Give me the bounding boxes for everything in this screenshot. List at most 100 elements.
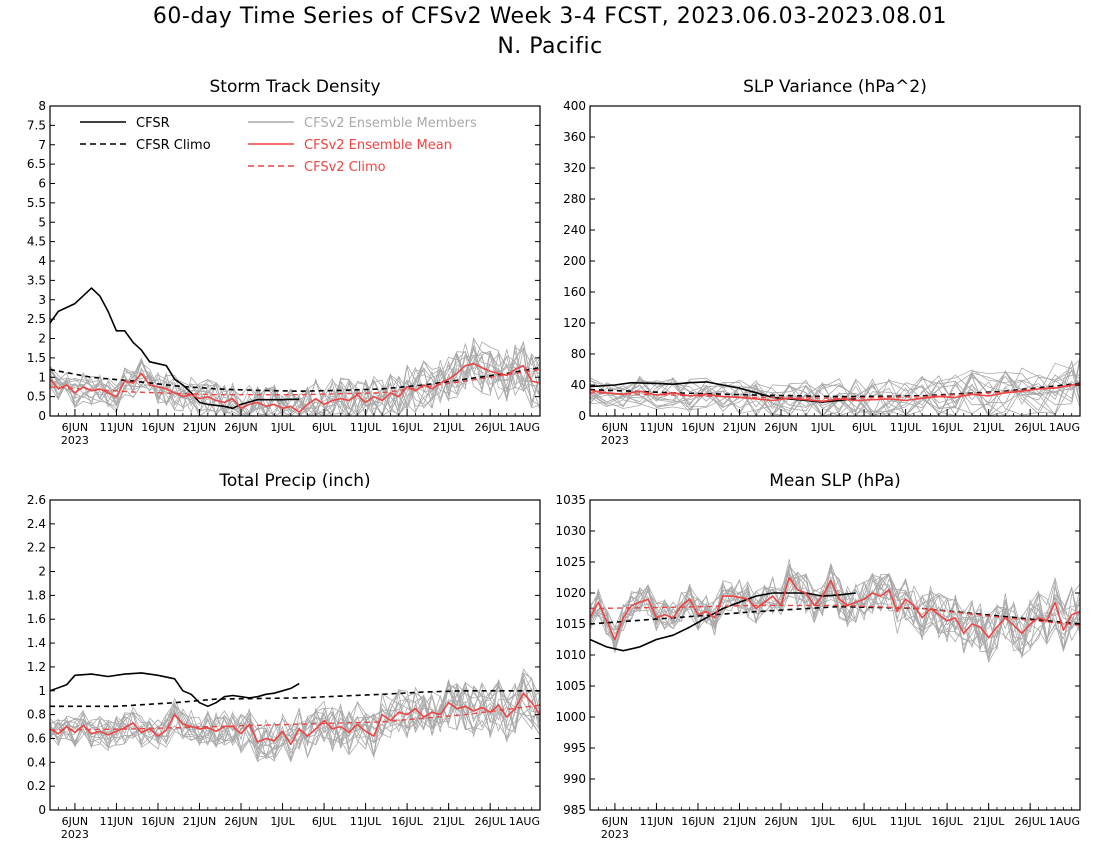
y-tick-label: 1025 [555, 555, 586, 569]
x-tick-label: 1JUL [270, 815, 295, 828]
x-tick-label: 6JUN [602, 815, 629, 828]
y-tick-label: 0.8 [27, 708, 46, 722]
x-tick-label: 1AUG [1049, 421, 1080, 434]
series-line-cfsv2-ensemble-mean [50, 692, 540, 746]
y-tick-label: 1 [38, 370, 46, 384]
ensemble-member-line [590, 360, 1080, 416]
figure-title: 60-day Time Series of CFSv2 Week 3-4 FCS… [152, 4, 948, 29]
ensemble-member-line [590, 574, 1080, 661]
y-tick-label: 1.8 [27, 588, 46, 602]
plot-area [590, 356, 1080, 416]
legend-label-cfsv2-ensemble-members: CFSv2 Ensemble Members [304, 116, 477, 131]
y-tick-label: 200 [563, 254, 586, 268]
series-line-cfsr [50, 672, 300, 708]
x-year-label: 2023 [601, 434, 629, 447]
x-tick-label: 16JUN [681, 815, 715, 828]
y-tick-label: 5 [38, 215, 46, 229]
y-tick-label: 1.5 [27, 351, 46, 365]
y-tick-label: 80 [571, 347, 586, 361]
y-tick-label: 320 [563, 161, 586, 175]
y-tick-label: 7.5 [27, 118, 46, 132]
x-tick-label: 1JUL [810, 421, 835, 434]
x-tick-label: 16JUN [681, 421, 715, 434]
x-tick-label: 16JUL [931, 421, 963, 434]
series-line-cfsr-climo [50, 690, 540, 708]
y-tick-label: 2.6 [27, 493, 46, 507]
y-tick-label: 990 [563, 772, 586, 786]
y-tick-label: 0.4 [27, 755, 46, 769]
y-tick-label: 1.6 [27, 612, 46, 626]
y-tick-label: 360 [563, 130, 586, 144]
x-year-label: 2023 [601, 828, 629, 841]
x-tick-label: 1AUG [509, 421, 540, 434]
y-tick-label: 1010 [555, 648, 586, 662]
y-tick-label: 6 [38, 177, 46, 191]
y-tick-label: 2.2 [27, 541, 46, 555]
x-tick-label: 1JUL [810, 815, 835, 828]
plot-area [50, 287, 540, 416]
y-tick-label: 2.4 [27, 517, 46, 531]
y-tick-label: 3.5 [27, 273, 46, 287]
ensemble-member-line [50, 353, 540, 416]
x-tick-label: 6JUN [602, 421, 629, 434]
ensemble-member-line [50, 687, 540, 759]
x-tick-label: 1JUL [270, 421, 295, 434]
x-tick-label: 21JUL [433, 421, 465, 434]
x-year-label: 2023 [61, 434, 89, 447]
x-tick-label: 11JUL [350, 815, 382, 828]
plot-frame [589, 499, 1081, 811]
legend-label-cfsv2-climo: CFSv2 Climo [304, 160, 386, 175]
y-tick-label: 7 [38, 138, 46, 152]
x-tick-label: 21JUL [433, 815, 465, 828]
series-line-cfsr [50, 287, 300, 410]
x-tick-label: 6JUN [62, 421, 89, 434]
x-tick-label: 1AUG [1049, 815, 1080, 828]
x-tick-label: 11JUN [640, 815, 674, 828]
y-tick-label: 400 [563, 99, 586, 113]
plot-area [50, 668, 540, 763]
series-line-cfsv2-ensemble-mean [590, 383, 1080, 403]
y-tick-label: 160 [563, 285, 586, 299]
y-tick-label: 0.6 [27, 731, 46, 745]
y-tick-label: 0.5 [27, 390, 46, 404]
y-tick-label: 0.2 [27, 779, 46, 793]
chart-panel-total-precip-inch: Total Precip (inch) 0 0.2 0.4 0.6 0.8 1 1.2 1.4 1… [27, 471, 541, 841]
chart-panel-storm-track-density: Storm Track Density 0 0.5 1 1.5 2 2.5 3 3.5 4 4.5 5… [27, 77, 541, 447]
x-tick-label: 16JUL [931, 815, 963, 828]
y-tick-label: 0 [38, 803, 46, 817]
y-tick-label: 2 [38, 565, 46, 579]
x-tick-label: 16JUL [391, 421, 423, 434]
ensemble-member-line [50, 672, 540, 760]
y-tick-label: 1015 [555, 617, 586, 631]
series-line-cfsr-climo [50, 366, 540, 392]
y-tick-label: 1005 [555, 679, 586, 693]
y-tick-label: 0 [578, 409, 586, 423]
x-tick-label: 6JUL [852, 815, 877, 828]
x-tick-label: 26JUN [764, 815, 798, 828]
x-tick-label: 26JUL [1014, 421, 1046, 434]
y-tick-label: 4.5 [27, 235, 46, 249]
ensemble-member-line [50, 345, 540, 416]
series-line-cfsv2-ensemble-mean [50, 362, 540, 413]
series-line-cfsr [590, 592, 856, 652]
x-tick-label: 6JUL [312, 421, 337, 434]
x-tick-label: 11JUN [100, 421, 134, 434]
chart-title: Storm Track Density [209, 77, 380, 97]
ensemble-member-line [50, 351, 540, 416]
x-tick-label: 1AUG [509, 815, 540, 828]
ensemble-member-line [590, 372, 1080, 416]
x-tick-label: 26JUL [474, 421, 506, 434]
y-tick-label: 1 [38, 684, 46, 698]
y-tick-label: 240 [563, 223, 586, 237]
chart-panel-mean-slp-hpa: Mean SLP (hPa) 985 990 995 1000 1005 1010 1015 1… [555, 471, 1081, 841]
y-tick-label: 1035 [555, 493, 586, 507]
x-tick-label: 21JUN [183, 815, 217, 828]
x-tick-label: 21JUN [723, 421, 757, 434]
series-line-cfsv2-climo [50, 704, 540, 731]
x-tick-label: 26JUN [224, 421, 258, 434]
y-tick-label: 1.2 [27, 660, 46, 674]
y-tick-label: 2.5 [27, 312, 46, 326]
plot-area [590, 559, 1080, 664]
x-tick-label: 11JUN [640, 421, 674, 434]
